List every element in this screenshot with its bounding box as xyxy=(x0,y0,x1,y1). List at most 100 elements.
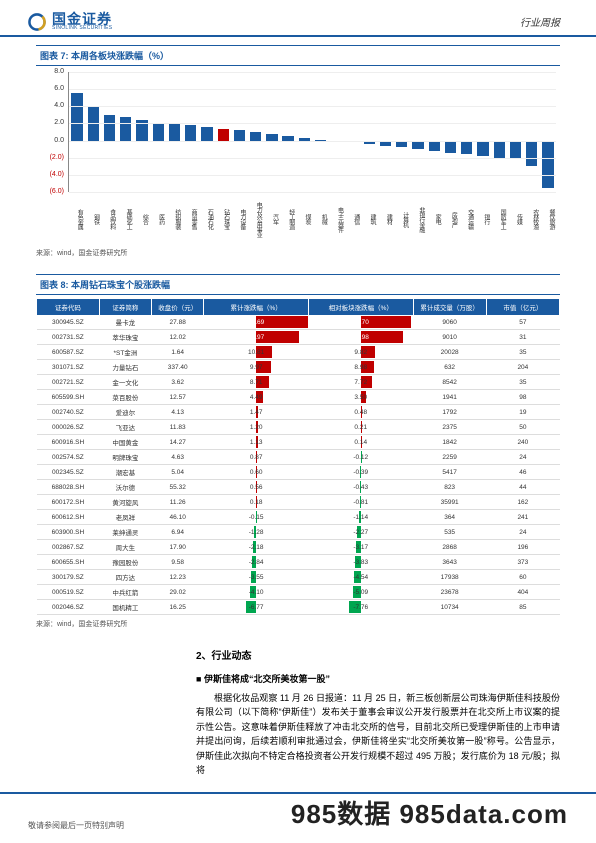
chart7-bar xyxy=(494,141,505,158)
table8-th: 证券代码 xyxy=(37,299,100,315)
chart7-bar xyxy=(542,141,553,188)
chart7-bar xyxy=(104,115,115,141)
chart7-xlabel: 煤炭 xyxy=(296,194,312,244)
chart7-xlabel: 钻石珠宝 xyxy=(214,194,230,244)
footer-left: 敬请参阅最后一页特别声明 xyxy=(28,816,124,831)
table-row: 300179.SZ四方达12.23-3.55-4.541793860 xyxy=(37,570,560,585)
table8-th: 累计涨跌幅（%） xyxy=(204,299,309,315)
chart7-xlabel: 基础化工 xyxy=(117,194,133,244)
table-row: 002867.SZ周大生17.90-2.18-3.172868196 xyxy=(37,540,560,555)
chart7-bar xyxy=(396,141,407,148)
table-row: 600916.SH中国黄金14.271.130.141842240 xyxy=(37,435,560,450)
table-row: 600612.SH老凤祥46.10-0.15-1.14364241 xyxy=(37,510,560,525)
table8-th: 相对板块涨跌幅（%） xyxy=(308,299,413,315)
table8-th: 收盘价（元） xyxy=(152,299,204,315)
chart7-bar xyxy=(218,129,229,141)
page-footer: 敬请参阅最后一页特别声明 985数据 985data.com xyxy=(0,792,596,831)
table-row: 603900.SH莱绅通灵6.94-1.28-2.2753524 xyxy=(37,525,560,540)
chart7-bar xyxy=(526,141,537,167)
chart7-xlabel: 传媒 xyxy=(507,194,523,244)
chart7-xlabel: 计算机 xyxy=(393,194,409,244)
logo-icon xyxy=(28,13,46,31)
chart7-bar xyxy=(461,141,472,155)
table-row: 600172.SH黄河旋风11.260.18-0.8135991162 xyxy=(37,495,560,510)
chart7-bar xyxy=(250,132,261,141)
chart7-bar xyxy=(234,130,245,140)
table8-th: 累计成交量（万股） xyxy=(413,299,486,315)
chart7-xlabel: 农林牧渔 xyxy=(523,194,539,244)
table-row: 301071.SZ力量钻石337.409.978.98632204 xyxy=(37,360,560,375)
logo-cn: 国金证券 xyxy=(52,12,112,26)
chart7-yaxis: 8.06.04.02.00.0(2.0)(4.0)(6.0) xyxy=(36,72,64,192)
chart7: 8.06.04.02.00.0(2.0)(4.0)(6.0) 有色金属钢铁食品饮… xyxy=(36,72,560,212)
footer-right: 985数据 985data.com xyxy=(291,794,568,831)
table-row: 300945.SZ曼卡龙27.8834.6933.70906057 xyxy=(37,315,560,330)
chart7-xlabel: 综合 xyxy=(133,194,149,244)
table-row: 600587.SZ*ST金洲1.6410.819.822002835 xyxy=(37,345,560,360)
table8-th: 证券简称 xyxy=(99,299,151,315)
chart7-xlabel: 国防军工 xyxy=(491,194,507,244)
chart7-xlabel: 食品饮料 xyxy=(101,194,117,244)
chart7-xlabel: 电子元器件 xyxy=(328,194,344,244)
chart7-xlabel: 家电 xyxy=(426,194,442,244)
table-row: 002345.SZ潮宏基5.040.60-0.39541746 xyxy=(37,465,560,480)
chart7-bar xyxy=(266,134,277,141)
chart7-xlabel: 建材 xyxy=(377,194,393,244)
table-row: 000519.SZ中兵红箭29.02-4.10-5.0923678404 xyxy=(37,585,560,600)
table-row: 002574.SZ明牌珠宝4.630.87-0.12225924 xyxy=(37,450,560,465)
chart7-xlabel: 汽车 xyxy=(263,194,279,244)
table-row: 605599.SH菜百股份12.574.493.50194198 xyxy=(37,390,560,405)
chart7-xlabel: 通信 xyxy=(345,194,361,244)
chart7-bar xyxy=(510,141,521,160)
chart7-bar xyxy=(429,141,440,151)
chart7-xlabel: 机械 xyxy=(312,194,328,244)
chart7-bar xyxy=(201,127,212,141)
table-row: 002721.SZ金一文化3.628.717.72854235 xyxy=(37,375,560,390)
table-row: 002740.SZ爱迪尔4.131.470.48179219 xyxy=(37,405,560,420)
chart7-xlabel: 电力设备 xyxy=(231,194,247,244)
chart7-xlabel: 房地产 xyxy=(442,194,458,244)
table8-source: 来源：wind，国金证券研究所 xyxy=(36,619,560,629)
chart7-bar xyxy=(477,141,488,156)
chart7-xlabel: 餐饮旅游 xyxy=(540,194,556,244)
chart7-plot xyxy=(68,72,556,192)
chart7-xlabel: 银行 xyxy=(475,194,491,244)
table-row: 002046.SZ国机精工16.25-6.77-7.761073485 xyxy=(37,600,560,615)
chart7-xlabel: 轻工制造 xyxy=(279,194,295,244)
chart7-xlabels: 有色金属钢铁食品饮料基础化工综合医药纺织服装商贸零售石油石化钻石珠宝电力设备电力… xyxy=(68,194,556,244)
chart7-xlabel: 钢铁 xyxy=(84,194,100,244)
section-body: 根据化妆品观察 11 月 26 日报道：11 月 25 日，新三板创新层公司珠海… xyxy=(196,691,560,777)
header-right: 行业周报 xyxy=(520,14,560,29)
chart7-bar xyxy=(445,141,456,153)
chart7-bar xyxy=(169,124,180,140)
chart7-xlabel: 非银行金融 xyxy=(410,194,426,244)
logo: 国金证券 SINOLINK SECURITIES xyxy=(28,12,112,31)
table-row: 600655.SH豫园股份9.58-2.84-3.833643373 xyxy=(37,555,560,570)
chart7-xlabel: 医药 xyxy=(149,194,165,244)
table-row: 002731.SZ萃华珠宝12.0228.9727.98901031 xyxy=(37,330,560,345)
chart7-xlabel: 纺织服装 xyxy=(166,194,182,244)
chart7-xlabel: 电力及公用事业 xyxy=(247,194,263,244)
page-header: 国金证券 SINOLINK SECURITIES 行业周报 xyxy=(0,0,596,37)
chart7-xlabel: 有色金属 xyxy=(68,194,84,244)
chart7-xlabel: 交通运输 xyxy=(458,194,474,244)
chart7-source: 来源：wind，国金证券研究所 xyxy=(36,248,560,258)
chart7-bar xyxy=(185,125,196,140)
chart7-title: 图表 7: 本周各板块涨跌幅（%） xyxy=(36,45,560,66)
chart7-bar xyxy=(71,93,82,141)
table-row: 688028.SH沃尔德55.320.56-0.4382344 xyxy=(37,480,560,495)
table8-th: 市值（亿元） xyxy=(486,299,559,315)
chart7-xlabel: 建筑 xyxy=(361,194,377,244)
chart7-bar xyxy=(153,123,164,140)
chart7-xlabel: 商贸零售 xyxy=(182,194,198,244)
chart7-xlabel: 石油石化 xyxy=(198,194,214,244)
table8-header-row: 证券代码证券简称收盘价（元）累计涨跌幅（%）相对板块涨跌幅（%）累计成交量（万股… xyxy=(37,299,560,315)
table8: 证券代码证券简称收盘价（元）累计涨跌幅（%）相对板块涨跌幅（%）累计成交量（万股… xyxy=(36,299,560,615)
table8-title: 图表 8: 本周钻石珠宝个股涨跌幅 xyxy=(36,274,560,295)
table-row: 000026.SZ飞亚达11.831.200.21237550 xyxy=(37,420,560,435)
section-subheading: 伊斯佳将成“北交所美妆第一股” xyxy=(196,672,560,685)
section-heading: 2、行业动态 xyxy=(196,647,560,662)
logo-en: SINOLINK SECURITIES xyxy=(52,26,112,31)
chart7-bar xyxy=(412,141,423,150)
chart7-bar xyxy=(120,117,131,141)
